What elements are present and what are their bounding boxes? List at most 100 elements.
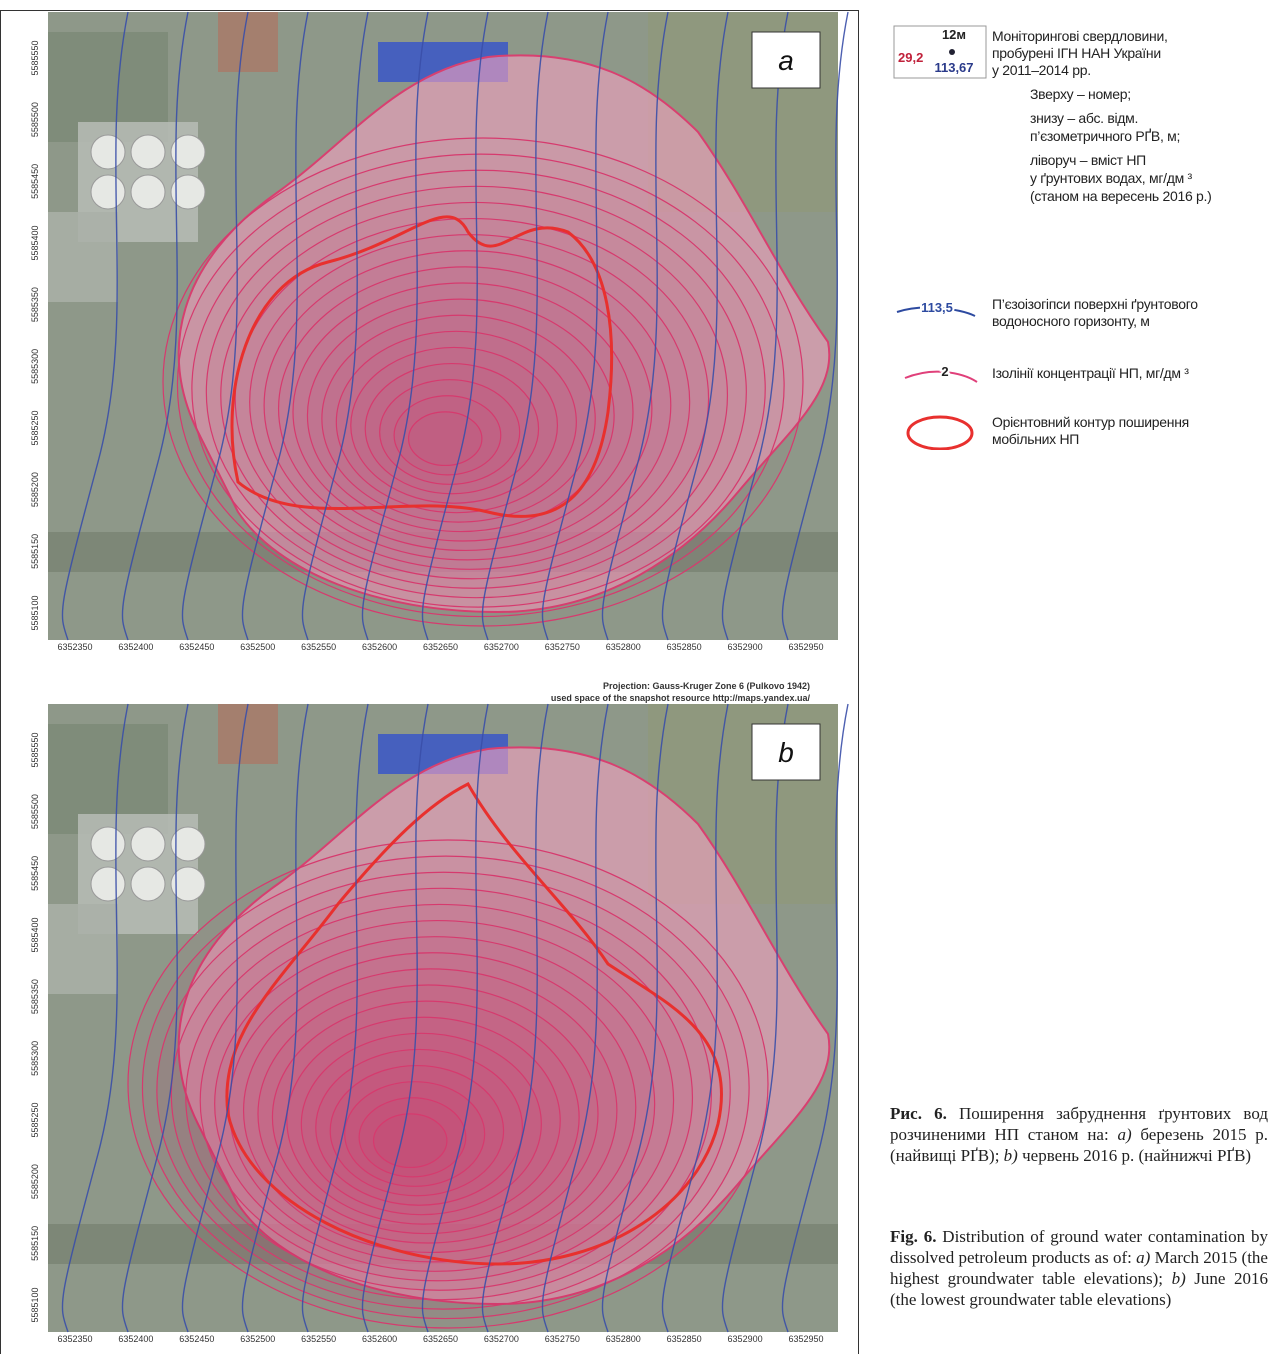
well-symbol: 12м 29,2 113,67 [890,22,990,82]
x-tick-label: 6352950 [788,1334,823,1344]
caption-text: b) [1004,1146,1018,1165]
y-tick-label: 5585150 [30,534,40,569]
x-tick-label: 6352750 [545,642,580,652]
well-dot [949,49,955,55]
legend-notes: Зверху – номер; знизу – абс. відм. п’єзо… [992,85,1211,205]
well-level: 113,67 [934,60,973,75]
y-tick-label: 5585500 [30,794,40,829]
tank [91,827,125,861]
x-tick-label: 6352550 [301,1334,336,1344]
legend-text: Моніторингові свердловини, [992,28,1211,45]
caption-text: a) [1136,1248,1150,1267]
y-tick-label: 5585100 [30,1287,40,1322]
legend-text: мобільних НП [992,431,1189,448]
map-a: a 6352350 6352400 6352450 6352500 6352550 6352… [30,12,848,652]
y-tick-label: 5585450 [30,856,40,891]
y-tick-label: 5585550 [30,40,40,75]
legend-text: водоносного горизонту, м [992,313,1198,330]
x-tick-label: 6352350 [57,642,92,652]
x-tick-label: 6352450 [179,1334,214,1344]
legend-contour: Орієнтовний контур поширення мобільних Н… [992,414,1189,448]
x-tick-label: 6352900 [728,642,763,652]
x-tick-label: 6352800 [606,1334,641,1344]
x-tick-label: 6352850 [667,642,702,652]
x-tick-label: 6352550 [301,642,336,652]
caption-en: Fig. 6. Distribution of ground water con… [890,1226,1268,1310]
caption-text: червень 2016 р. (найнижчі РҐВ) [1018,1146,1251,1165]
terrain [218,12,278,72]
y-tick-label: 5585250 [30,410,40,445]
legend-text: п’єзометричного РҐВ, м; [1030,127,1211,145]
y-tick-label: 5585250 [30,1102,40,1137]
x-tick-label: 6352400 [118,1334,153,1344]
well-content: 29,2 [898,50,923,65]
legend-isolines: Ізолінії концентрації НП, мг/дм ³ [992,365,1189,382]
x-tick-label: 6352450 [179,642,214,652]
x-tick-label: 6352400 [118,642,153,652]
terrain [48,212,118,302]
y-tick-label: 5585100 [30,595,40,630]
x-tick-label: 6352600 [362,642,397,652]
y-tick-label: 5585500 [30,102,40,137]
x-tick-label: 6352500 [240,1334,275,1344]
x-tick-label: 6352800 [606,642,641,652]
y-tick-label: 5585400 [30,917,40,952]
x-tick-label: 6352900 [728,1334,763,1344]
x-tick-label: 6352500 [240,642,275,652]
x-tick-label: 6352350 [57,1334,92,1344]
tank [131,175,165,209]
well-number: 12м [942,27,966,42]
contour-sample [908,417,972,449]
x-tick-label: 6352950 [788,642,823,652]
map-b: b 6352350 6352400 6352450 6352500 6352550 6352… [30,704,848,1344]
legend-samples: 113,5 2 [895,290,985,450]
y-tick-label: 5585300 [30,349,40,384]
projection-note: Projection: Gauss-Kruger Zone 6 (Pulkovo… [603,681,810,691]
x-tick-label: 6352650 [423,1334,458,1344]
panel-label: a [778,45,794,76]
tank [131,135,165,169]
y-tick-label: 5585200 [30,472,40,507]
tank [91,867,125,901]
concentration-isoline [409,412,482,466]
x-tick-label: 6352750 [545,1334,580,1344]
page: a 6352350 6352400 6352450 6352500 6352550 6352… [0,0,1273,1354]
legend-text: у ґрунтових водах, мг/дм ³ [1030,169,1211,187]
legend-text: знизу – абс. відм. [1030,109,1211,127]
terrain [48,904,118,994]
concentration-isoline [374,1114,447,1168]
y-tick-label: 5585200 [30,1164,40,1199]
legend-text: у 2011–2014 рр. [992,62,1211,79]
y-tick-label: 5585550 [30,732,40,767]
tank [131,827,165,861]
legend-wells: Моніторингові свердловини, пробурені ІГН… [992,28,1211,205]
legend-text: П’єзоізогіпси поверхні ґрунтового [992,296,1198,313]
panel-label: b [778,737,794,768]
legend-text: (станом на вересень 2016 р.) [1030,187,1211,205]
isohypse-label: 113,5 [921,300,953,315]
caption-text: a) [1117,1125,1131,1144]
legend-text: пробурені ІГН НАН України [992,45,1211,62]
projection-note: used space of the snapshot resource http… [551,693,811,703]
caption-label: Рис. 6. [890,1104,947,1123]
legend-text: ліворуч – вміст НП [1030,151,1211,169]
y-tick-label: 5585350 [30,287,40,322]
y-tick-label: 5585400 [30,225,40,260]
terrain [218,704,278,764]
x-tick-label: 6352700 [484,1334,519,1344]
isoline-label: 2 [941,364,948,379]
x-tick-label: 6352700 [484,642,519,652]
y-tick-label: 5585300 [30,1041,40,1076]
tank [91,135,125,169]
legend-text: Орієнтовний контур поширення [992,414,1189,431]
caption-text: b) [1172,1269,1186,1288]
tank [131,867,165,901]
y-tick-label: 5585150 [30,1226,40,1261]
figure: a 6352350 6352400 6352450 6352500 6352550 6352… [0,0,860,1354]
legend-isohypses: П’єзоізогіпси поверхні ґрунтового водоно… [992,296,1198,330]
x-tick-label: 6352600 [362,1334,397,1344]
x-tick-label: 6352850 [667,1334,702,1344]
legend-text: Зверху – номер; [1030,85,1211,103]
tank [91,175,125,209]
y-tick-label: 5585350 [30,979,40,1014]
